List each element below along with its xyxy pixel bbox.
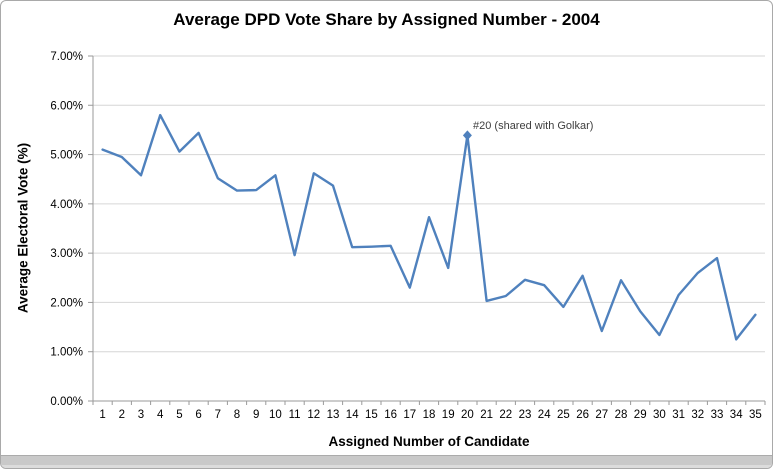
x-tick-label: 7 <box>215 409 221 421</box>
x-tick-label: 6 <box>195 409 201 421</box>
x-tick-label: 12 <box>307 409 320 421</box>
x-tick-label: 5 <box>176 409 182 421</box>
y-tick-label: 1.00% <box>50 347 83 359</box>
x-tick-label: 13 <box>327 409 340 421</box>
x-tick-label: 2 <box>119 409 125 421</box>
x-tick-label: 35 <box>749 409 762 421</box>
x-tick-label: 10 <box>269 409 282 421</box>
y-tick-label: 4.00% <box>50 199 83 211</box>
x-tick-label: 17 <box>403 409 416 421</box>
x-tick-label: 30 <box>653 409 666 421</box>
x-tick-label: 20 <box>461 409 474 421</box>
series-line <box>101 113 757 341</box>
x-tick-label: 15 <box>365 409 378 421</box>
y-tick-label: 6.00% <box>50 100 83 112</box>
x-tick-label: 4 <box>157 409 164 421</box>
x-tick-label: 25 <box>557 409 570 421</box>
x-tick-label: 9 <box>253 409 259 421</box>
x-tick-label: 31 <box>672 409 685 421</box>
x-tick-label: 18 <box>423 409 436 421</box>
y-tick-label: 2.00% <box>50 297 83 309</box>
x-tick-label: 23 <box>519 409 532 421</box>
annotation-label: #20 (shared with Golkar) <box>473 120 594 132</box>
y-tick-label: 3.00% <box>50 248 83 260</box>
y-tick-label: 5.00% <box>50 150 83 162</box>
x-tick-label: 27 <box>595 409 608 421</box>
x-tick-label: 22 <box>499 409 512 421</box>
y-tick-label: 0.00% <box>50 396 83 408</box>
x-tick-label: 34 <box>730 409 743 421</box>
annotation-marker-icon <box>462 130 472 141</box>
x-tick-label: 8 <box>234 409 240 421</box>
y-tick-label: 7.00% <box>50 51 83 63</box>
x-tick-label: 1 <box>99 409 105 421</box>
x-tick-label: 3 <box>138 409 144 421</box>
plot-area: 0.00% 1.00% 2.00% 3.00% 4.00% 5.00% 6.00% 7.00%… <box>50 51 766 421</box>
chart-title: Average DPD Vote Share by Assigned Numbe… <box>173 10 600 29</box>
x-tick-label: 21 <box>480 409 493 421</box>
x-tick-label: 33 <box>711 409 724 421</box>
x-tick-label: 16 <box>384 409 397 421</box>
x-tick-label: 28 <box>615 409 628 421</box>
x-tick-label: 14 <box>346 409 359 421</box>
x-tick-label: 19 <box>442 409 455 421</box>
x-tick-label: 24 <box>538 409 551 421</box>
chart-bottom-shadow <box>1 455 772 468</box>
x-tick-label: 11 <box>289 409 301 421</box>
x-tick-label: 29 <box>634 409 647 421</box>
x-tick-label: 26 <box>576 409 589 421</box>
x-tick-label: 32 <box>691 409 704 421</box>
x-axis-title: Assigned Number of Candidate <box>328 434 530 449</box>
